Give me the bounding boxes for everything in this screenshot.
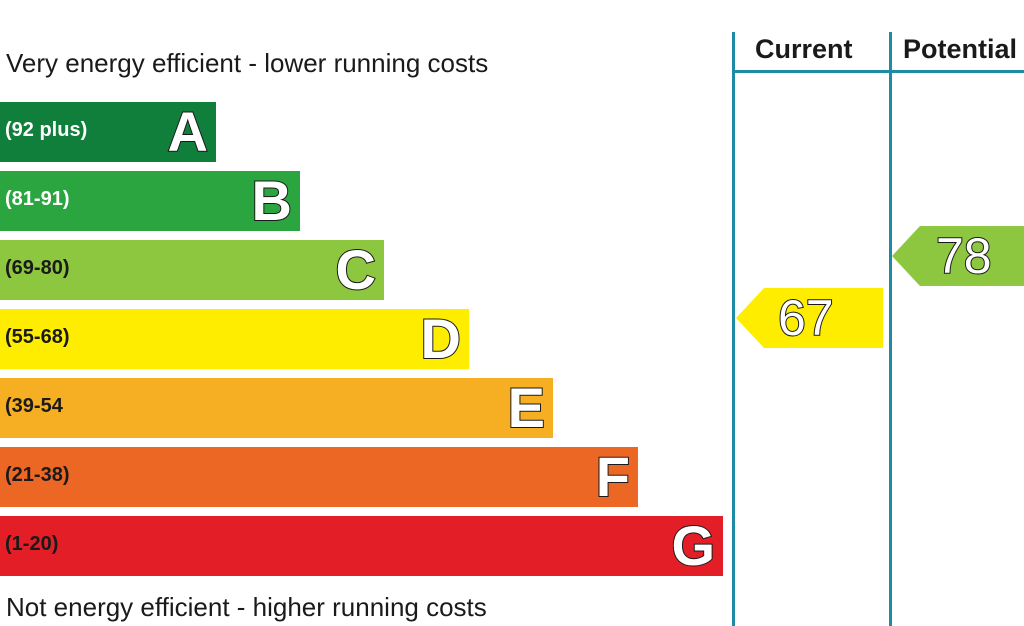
- header-underline: [732, 70, 1024, 73]
- band-e: (39-54 E: [0, 378, 553, 438]
- band-b-range: (81-91): [5, 188, 70, 210]
- potential-column-header: Potential: [903, 34, 1018, 64]
- current-rating-arrow: 67: [736, 288, 883, 348]
- band-g-letter: G: [670, 514, 716, 577]
- band-d-range: (55-68): [5, 326, 70, 348]
- potential-rating-arrow-shape: [892, 226, 1024, 286]
- potential-rating-arrow: 78: [892, 226, 1024, 286]
- band-f-letter: F: [595, 445, 631, 508]
- band-g: (1-20) G: [0, 516, 723, 576]
- band-c-range: (69-80): [5, 257, 70, 279]
- potential-column-divider: [889, 32, 892, 626]
- band-d-letter: D: [420, 307, 462, 370]
- current-rating-arrow-fill: [736, 288, 883, 348]
- band-f-range: (21-38): [5, 464, 70, 486]
- band-e-range: (39-54: [5, 395, 63, 417]
- potential-rating-value: 78: [935, 228, 993, 284]
- current-column-divider: [732, 32, 735, 626]
- potential-rating-arrow-fill: [892, 226, 1024, 286]
- bottom-caption: Not energy efficient - higher running co…: [6, 592, 487, 622]
- current-rating-value: 67: [777, 290, 835, 346]
- band-a-range: (92 plus): [5, 119, 88, 141]
- band-a: (92 plus) A: [0, 102, 216, 162]
- band-b-letter: B: [251, 169, 293, 232]
- top-caption: Very energy efficient - lower running co…: [6, 48, 489, 78]
- band-e-letter: E: [507, 376, 546, 439]
- band-g-range: (1-20): [5, 533, 59, 555]
- current-rating-arrow-shape: [736, 288, 883, 348]
- band-a-letter: A: [167, 100, 209, 163]
- band-b: (81-91) B: [0, 171, 300, 231]
- band-d: (55-68) D: [0, 309, 469, 369]
- band-c-letter: C: [335, 238, 377, 301]
- current-column-header: Current: [755, 34, 853, 64]
- band-f: (21-38) F: [0, 447, 638, 507]
- band-c: (69-80) C: [0, 240, 384, 300]
